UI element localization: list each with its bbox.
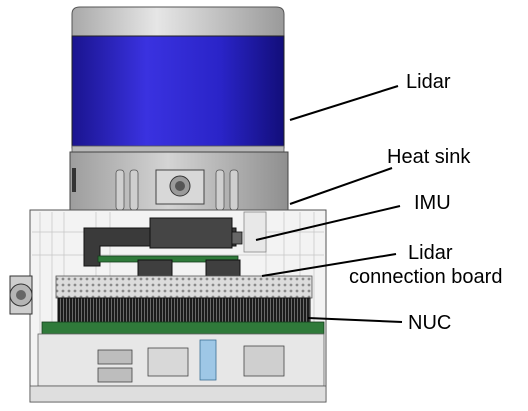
label-heat-sink: Heat sink [387,146,471,168]
label-imu: IMU [414,192,451,214]
leader-line-heat-sink [289,167,393,205]
side-connector [9,275,33,315]
label-lidar-connection-board-line1: Lidar [408,242,453,264]
heat-sink [69,151,289,211]
leader-line-nuc [307,317,403,323]
label-nuc: NUC [408,312,452,334]
lidar-connection-board [55,275,313,299]
lidar-unit [71,6,285,153]
label-lidar-connection-board-line2: connection board [349,266,503,288]
label-lidar: Lidar [406,71,451,93]
nuc [29,297,327,403]
leader-line-lidar [289,85,399,121]
leader-line-lidar-connection-board [261,253,397,277]
leader-line-imu [255,205,401,241]
